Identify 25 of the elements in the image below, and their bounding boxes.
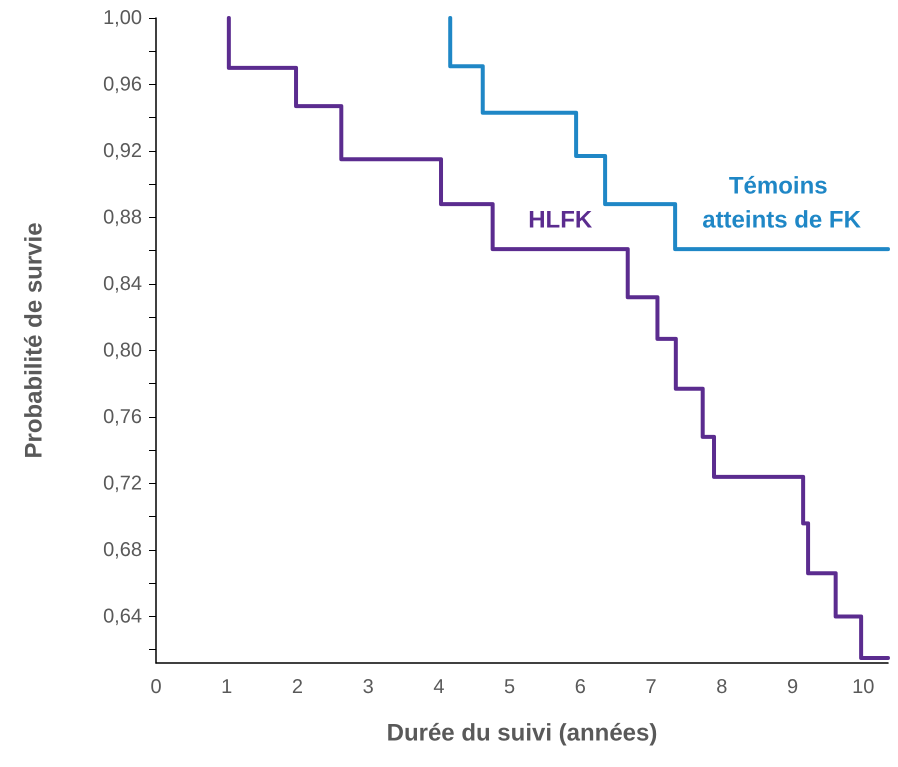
- x-tick-label: 10: [852, 676, 874, 698]
- x-tick-label: 5: [504, 676, 516, 698]
- x-tick-label: 8: [716, 676, 728, 698]
- y-tick-label: 0,92: [103, 140, 142, 162]
- y-tick-label: 0,84: [103, 272, 142, 295]
- x-tick-label: 6: [574, 676, 586, 698]
- x-tick-label: 7: [646, 676, 657, 698]
- y-tick-label: 0,96: [103, 73, 142, 96]
- y-tick-label: 0,64: [103, 605, 142, 628]
- series-label: HLFK: [528, 206, 593, 234]
- y-tick-label: 0,72: [103, 472, 142, 494]
- y-tick-label: 0,76: [103, 406, 142, 428]
- y-tick-label: 0,88: [103, 206, 142, 228]
- y-tick-label: 0,80: [103, 339, 142, 362]
- y-tick-label: 1,00: [103, 7, 142, 29]
- x-tick-label: 9: [786, 676, 798, 698]
- x-tick-label: 0: [150, 676, 162, 698]
- series-label: Témoins atteints de FK: [702, 172, 862, 234]
- y-tick-label: 0,68: [103, 538, 142, 561]
- x-tick-label: 2: [292, 676, 304, 698]
- y-axis-title: Probabilité de survie: [20, 222, 48, 459]
- x-axis-title: Durée du suivi (années): [386, 720, 658, 746]
- x-tick-label: 3: [362, 676, 374, 698]
- x-tick-label: 4: [433, 676, 444, 698]
- x-tick-label: 1: [221, 676, 232, 698]
